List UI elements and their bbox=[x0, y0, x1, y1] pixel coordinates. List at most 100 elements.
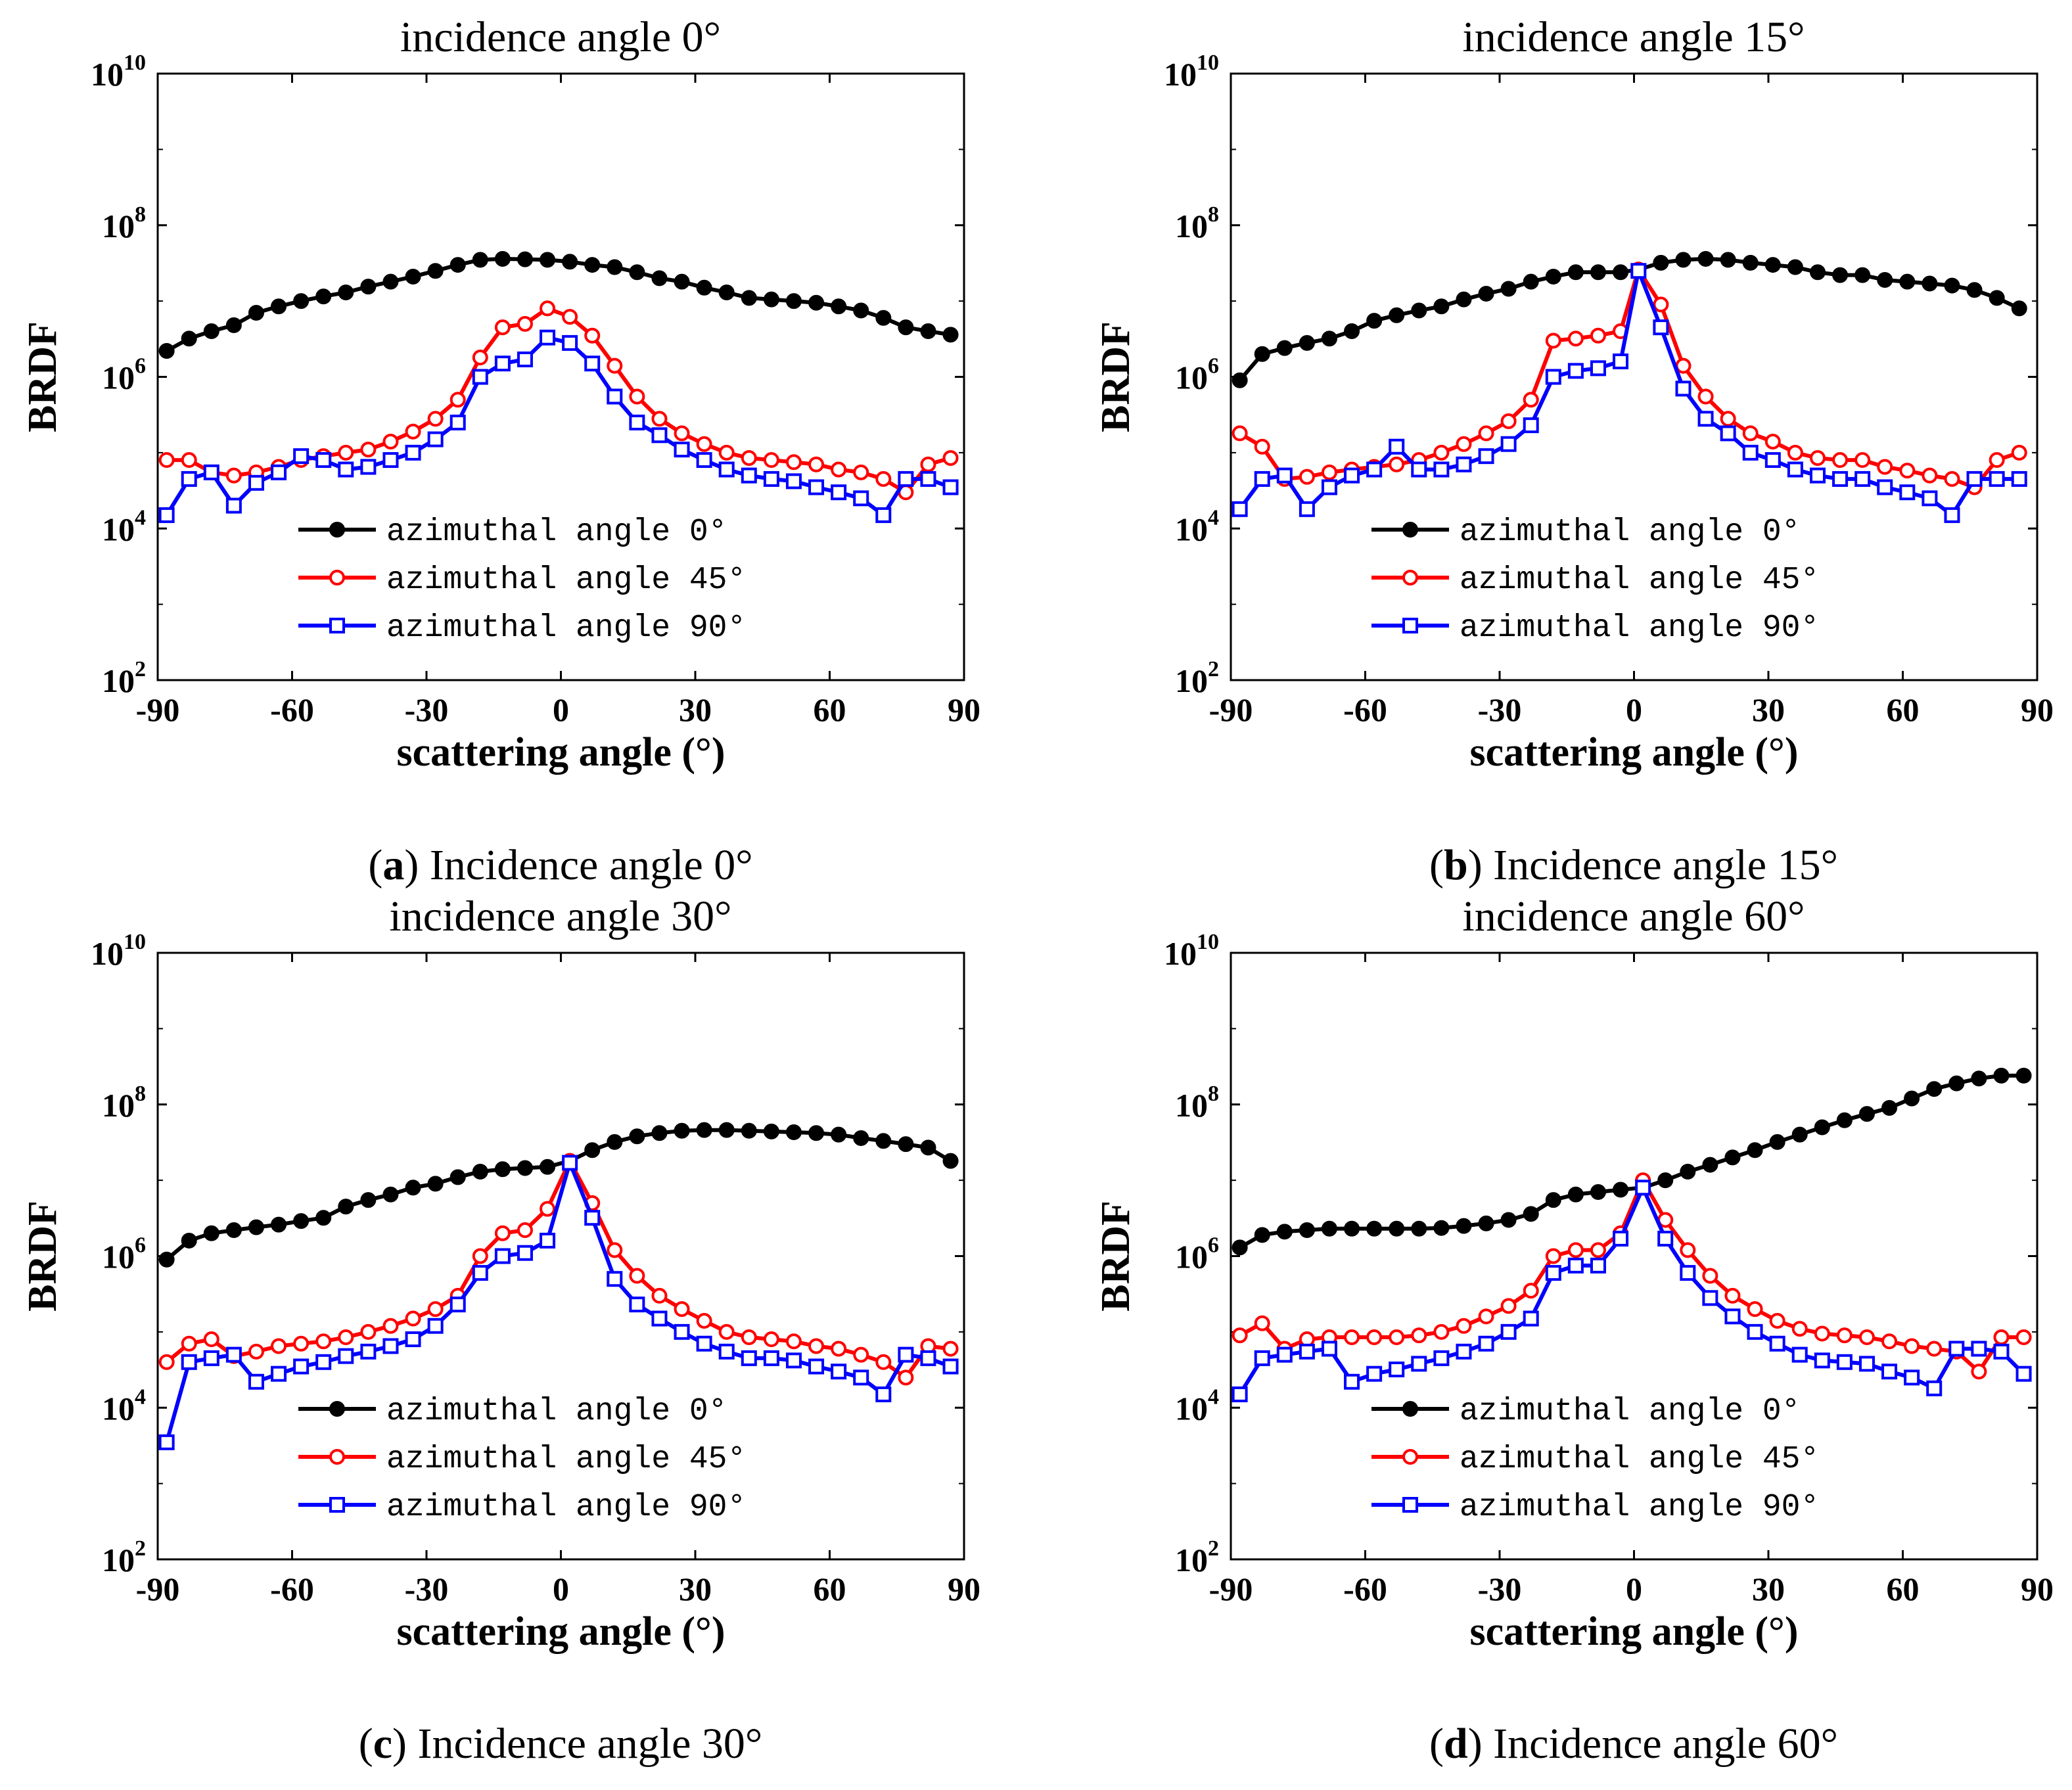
y-tick-label: 108 bbox=[102, 1082, 146, 1124]
data-point bbox=[1321, 331, 1337, 347]
data-point bbox=[1836, 1112, 1853, 1128]
x-tick-label: -90 bbox=[1209, 1571, 1253, 1607]
legend-label: azimuthal angle 45° bbox=[386, 1442, 746, 1477]
data-point bbox=[449, 1297, 466, 1313]
data-point bbox=[1590, 1257, 1606, 1274]
data-point bbox=[540, 1232, 556, 1249]
data-point bbox=[629, 1297, 645, 1313]
y-tick-label: 102 bbox=[102, 657, 146, 699]
data-point bbox=[1523, 1310, 1539, 1327]
y-tick-label: 102 bbox=[102, 1536, 146, 1578]
data-point bbox=[1742, 254, 1759, 271]
data-point bbox=[427, 411, 444, 427]
data-point bbox=[1680, 1265, 1696, 1281]
data-point bbox=[562, 309, 578, 325]
data-point bbox=[1724, 1287, 1741, 1304]
data-point bbox=[1720, 252, 1736, 268]
data-point bbox=[1904, 1090, 1920, 1107]
data-point bbox=[427, 1318, 444, 1334]
data-point bbox=[1989, 452, 2005, 469]
data-point bbox=[1567, 264, 1584, 281]
data-point bbox=[1500, 281, 1517, 297]
data-point bbox=[293, 1213, 310, 1229]
data-point bbox=[1478, 425, 1494, 442]
data-point bbox=[1877, 271, 1893, 288]
data-point bbox=[1523, 273, 1539, 290]
data-point bbox=[1881, 1333, 1898, 1350]
x-tick-label: -90 bbox=[136, 691, 180, 728]
chart-panel-d: incidence angle 60° -90 -60 -30 0 30 60 90 102 10… bbox=[1094, 892, 2054, 1768]
y-axis-label: BRDF bbox=[1094, 1201, 1138, 1312]
y-axis-label: BRDF bbox=[1094, 321, 1138, 432]
data-point bbox=[1742, 425, 1759, 442]
data-point bbox=[1948, 1075, 1965, 1091]
data-point bbox=[1993, 1067, 2010, 1084]
data-point bbox=[1366, 1329, 1383, 1346]
y-tick-label: 1010 bbox=[91, 930, 146, 972]
data-point bbox=[1321, 479, 1337, 495]
data-point bbox=[674, 1122, 690, 1139]
data-point bbox=[1971, 1341, 1987, 1357]
data-point bbox=[1613, 353, 1629, 369]
data-point bbox=[449, 257, 466, 273]
chart-title: incidence angle 15° bbox=[1462, 13, 1805, 61]
data-point bbox=[629, 388, 645, 405]
x-tick-label: -30 bbox=[405, 1571, 449, 1607]
data-point bbox=[1944, 507, 1960, 523]
data-point bbox=[898, 470, 914, 487]
data-point bbox=[1411, 461, 1427, 478]
data-point bbox=[449, 392, 466, 408]
y-tick-label: 1010 bbox=[1164, 51, 1219, 93]
data-point bbox=[920, 456, 936, 472]
data-point bbox=[1523, 1283, 1539, 1299]
data-point bbox=[942, 1358, 959, 1375]
data-point bbox=[629, 414, 645, 430]
data-point bbox=[1276, 1224, 1293, 1240]
data-point bbox=[808, 456, 825, 472]
series-dot bbox=[1232, 250, 2027, 388]
data-point bbox=[831, 461, 847, 478]
data-point bbox=[1433, 1220, 1450, 1236]
data-point bbox=[1389, 307, 1405, 323]
data-point bbox=[1344, 1329, 1360, 1346]
data-point bbox=[718, 1122, 735, 1138]
data-point bbox=[472, 1265, 488, 1281]
data-point bbox=[1456, 436, 1472, 452]
data-point bbox=[1389, 438, 1405, 455]
data-point bbox=[942, 1341, 959, 1357]
data-point bbox=[1232, 1239, 1248, 1256]
data-point bbox=[1299, 469, 1315, 485]
data-point bbox=[1787, 444, 1803, 461]
data-point bbox=[181, 1232, 197, 1249]
data-point bbox=[1276, 467, 1293, 484]
series-dot bbox=[158, 250, 959, 359]
data-point bbox=[1545, 1192, 1561, 1208]
data-point bbox=[1232, 425, 1248, 442]
data-point bbox=[763, 291, 779, 308]
data-point bbox=[898, 1369, 914, 1386]
data-point bbox=[898, 319, 914, 336]
data-point bbox=[898, 1136, 914, 1153]
data-point bbox=[1948, 1341, 1965, 1357]
data-point bbox=[696, 279, 712, 296]
data-point bbox=[427, 1301, 444, 1318]
data-point bbox=[651, 411, 668, 427]
y-tick-label: 104 bbox=[1175, 505, 1219, 547]
data-point bbox=[1456, 291, 1472, 308]
data-point bbox=[1590, 327, 1606, 344]
y-tick-label: 104 bbox=[102, 505, 146, 547]
data-point bbox=[562, 254, 578, 270]
x-axis-label: scattering angle (°) bbox=[1470, 730, 1799, 775]
data-point bbox=[427, 431, 444, 448]
data-point bbox=[1456, 456, 1472, 472]
data-point bbox=[1904, 1369, 1920, 1386]
x-tick-label: 0 bbox=[553, 1571, 569, 1607]
data-point bbox=[808, 1338, 825, 1354]
data-point bbox=[494, 1161, 511, 1178]
data-point bbox=[338, 284, 354, 300]
x-tick-label: -90 bbox=[1209, 691, 1253, 728]
y-tick-label: 106 bbox=[102, 354, 146, 396]
data-point bbox=[1809, 264, 1826, 281]
data-point bbox=[1881, 1364, 1898, 1380]
data-point bbox=[1590, 1183, 1606, 1200]
